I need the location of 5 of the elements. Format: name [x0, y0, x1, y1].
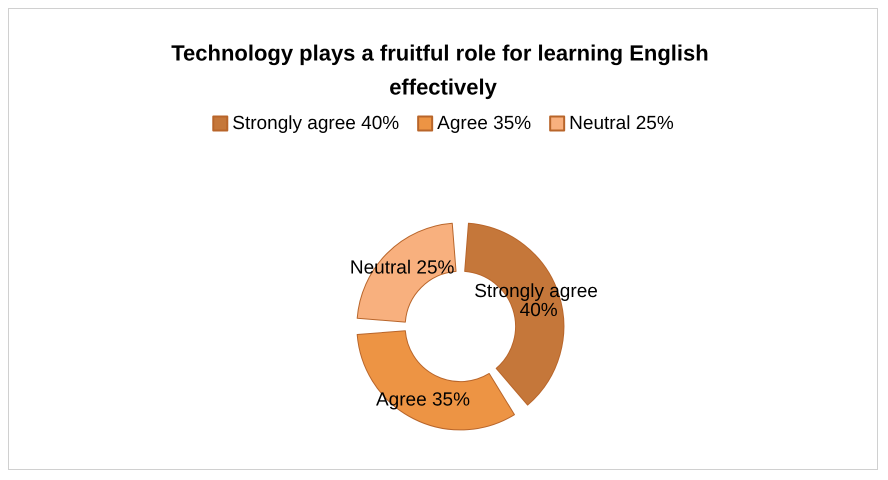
- legend-label: Strongly agree 40%: [232, 113, 400, 134]
- data-label: Neutral 25%: [350, 258, 455, 279]
- chart-title: Technology plays a fruitful role for learning English effectively: [171, 40, 715, 100]
- legend-label: Neutral 25%: [569, 113, 674, 134]
- legend-label: Agree 35%: [437, 113, 532, 134]
